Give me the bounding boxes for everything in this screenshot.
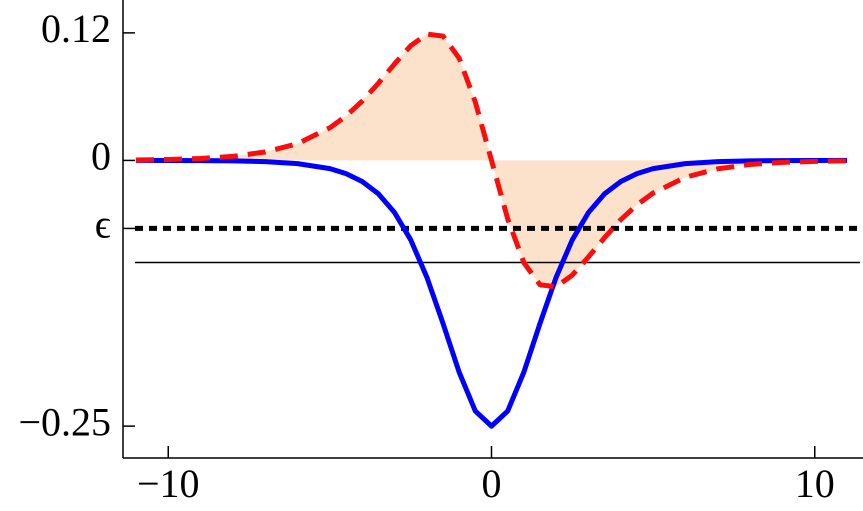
y-tick-label: ϵ (95, 202, 111, 247)
y-tick-label: −0.25 (18, 399, 111, 444)
x-tick-label: 0 (482, 461, 502, 506)
x-tick-label: 10 (795, 461, 835, 506)
line (135, 31, 848, 290)
line (135, 157, 848, 429)
y-tick-label: 0.12 (41, 6, 111, 51)
y-tick-label: 0 (91, 134, 111, 179)
x-tick-label: −10 (137, 461, 200, 506)
